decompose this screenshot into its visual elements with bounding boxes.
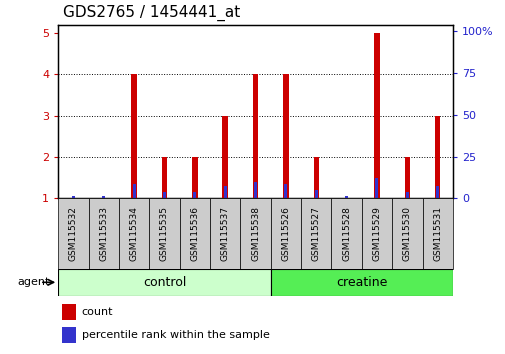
Bar	[210, 25, 240, 198]
Text: GSM115527: GSM115527	[311, 206, 320, 261]
Text: GSM115532: GSM115532	[69, 206, 78, 261]
Bar	[422, 198, 452, 269]
Bar	[374, 33, 379, 198]
Bar	[223, 186, 226, 198]
Bar	[391, 198, 422, 269]
Bar	[119, 25, 149, 198]
Bar	[88, 25, 119, 198]
Bar	[331, 198, 361, 269]
Bar	[149, 25, 179, 198]
Bar	[193, 192, 196, 198]
Bar	[179, 25, 210, 198]
Bar	[58, 269, 270, 296]
Bar	[72, 196, 75, 198]
Bar	[58, 25, 88, 198]
Bar	[240, 198, 270, 269]
Bar	[391, 25, 422, 198]
Text: creatine: creatine	[335, 276, 387, 289]
Bar	[119, 198, 149, 269]
Text: GSM115534: GSM115534	[129, 206, 138, 261]
Bar	[313, 157, 318, 198]
Text: GSM115529: GSM115529	[372, 206, 381, 261]
Bar	[331, 25, 361, 198]
Text: count: count	[82, 307, 113, 317]
Text: GSM115533: GSM115533	[99, 206, 108, 261]
Bar	[375, 178, 378, 198]
Bar	[252, 74, 258, 198]
Bar	[300, 198, 331, 269]
Bar	[270, 269, 452, 296]
Bar	[361, 198, 391, 269]
Bar	[132, 184, 135, 198]
Bar	[62, 327, 76, 343]
Text: GSM115526: GSM115526	[281, 206, 290, 261]
Text: GSM115538: GSM115538	[250, 206, 260, 261]
Text: GDS2765 / 1454441_at: GDS2765 / 1454441_at	[63, 5, 240, 21]
Bar	[270, 198, 300, 269]
Bar	[283, 74, 288, 198]
Bar	[361, 25, 391, 198]
Bar	[270, 25, 300, 198]
Bar	[102, 196, 105, 198]
Text: control: control	[142, 276, 186, 289]
Bar	[62, 304, 76, 320]
Text: GSM115531: GSM115531	[432, 206, 441, 261]
Bar	[163, 192, 166, 198]
Bar	[192, 157, 197, 198]
Bar	[314, 190, 317, 198]
Bar	[422, 25, 452, 198]
Bar	[405, 192, 408, 198]
Bar	[149, 198, 179, 269]
Bar	[434, 116, 439, 198]
Text: GSM115535: GSM115535	[160, 206, 169, 261]
Text: GSM115528: GSM115528	[341, 206, 350, 261]
Bar	[58, 198, 88, 269]
Text: GSM115530: GSM115530	[402, 206, 411, 261]
Text: percentile rank within the sample: percentile rank within the sample	[82, 330, 269, 340]
Bar	[240, 25, 270, 198]
Text: GSM115536: GSM115536	[190, 206, 199, 261]
Bar	[404, 157, 409, 198]
Text: GSM115537: GSM115537	[220, 206, 229, 261]
Text: agent: agent	[18, 277, 50, 287]
Bar	[284, 184, 287, 198]
Bar	[88, 198, 119, 269]
Bar	[131, 74, 136, 198]
Bar	[179, 198, 210, 269]
Bar	[344, 196, 347, 198]
Bar	[300, 25, 331, 198]
Bar	[222, 116, 227, 198]
Bar	[162, 157, 167, 198]
Bar	[254, 182, 257, 198]
Bar	[435, 186, 438, 198]
Bar	[210, 198, 240, 269]
